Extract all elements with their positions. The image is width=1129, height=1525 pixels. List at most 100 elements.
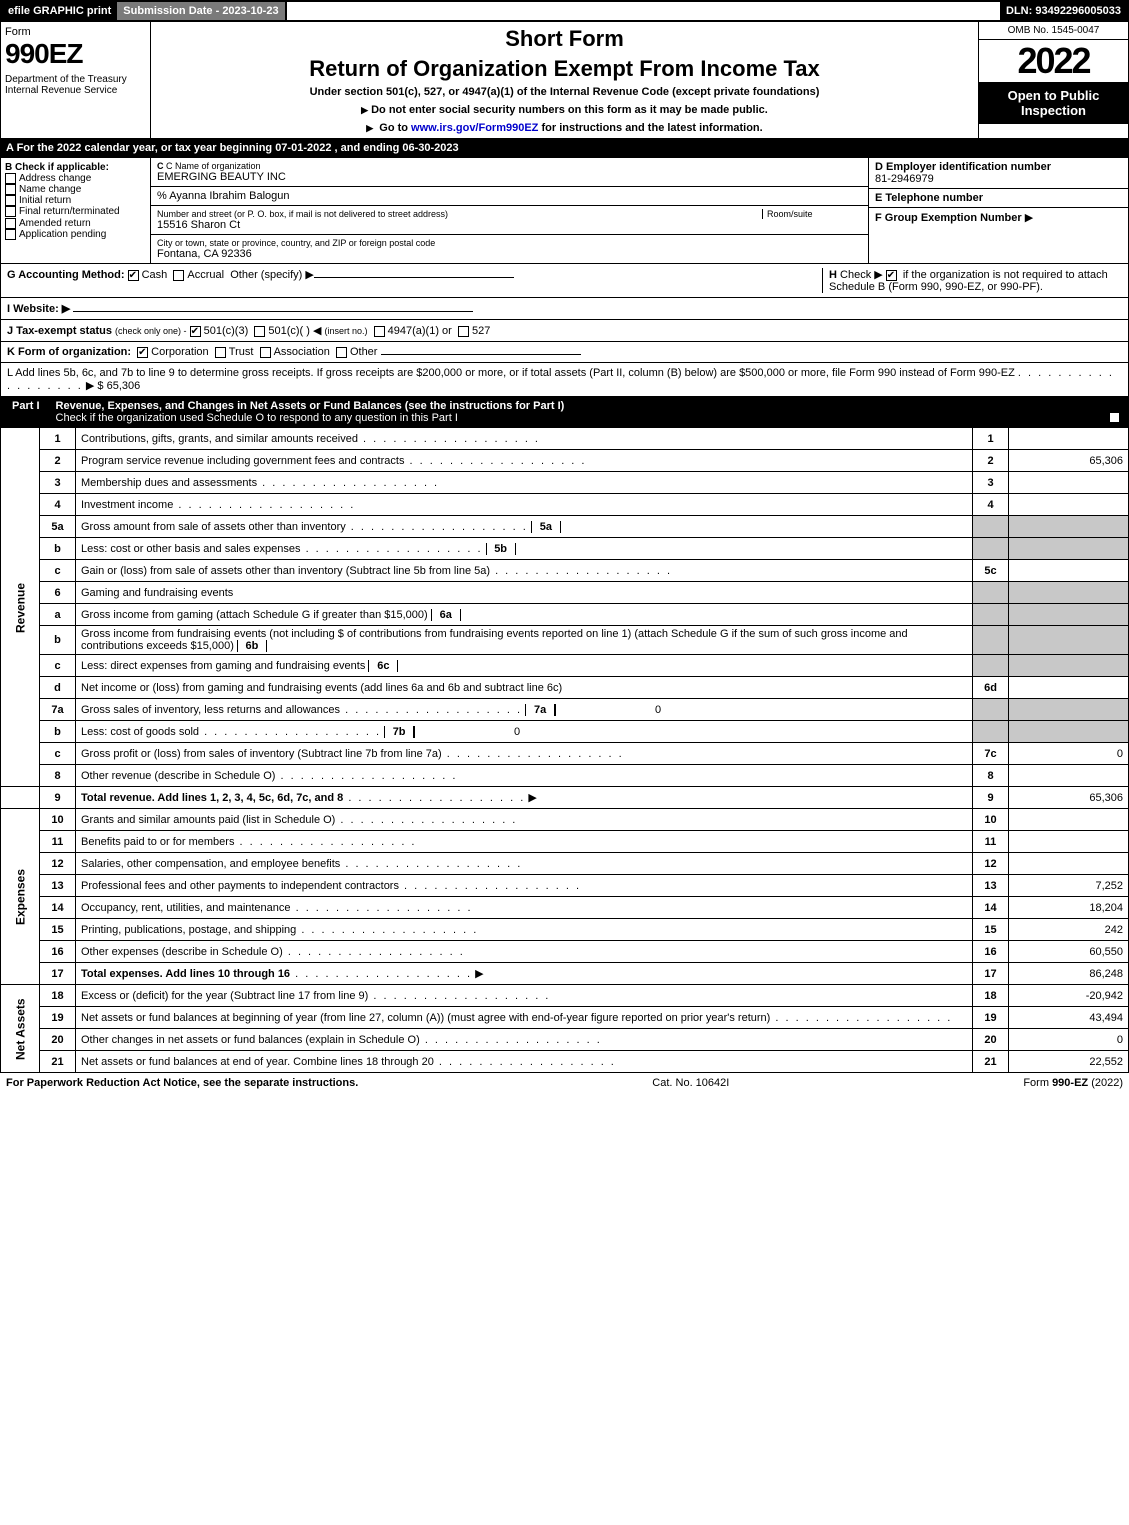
dots-icon (343, 792, 525, 804)
line-no: 14 (40, 897, 76, 919)
section-h: H Check ▶ if the organization is not req… (822, 268, 1122, 293)
section-c: C C Name of organization EMERGING BEAUTY… (151, 158, 868, 263)
checkbox-icon[interactable] (336, 347, 347, 358)
line-desc: Other changes in net assets or fund bala… (76, 1029, 973, 1051)
section-j: J Tax-exempt status (check only one) - 5… (0, 320, 1129, 342)
line-amount: 22,552 (1009, 1051, 1129, 1073)
line-desc: Program service revenue including govern… (76, 450, 973, 472)
line-no: b (40, 721, 76, 743)
checkbox-checked-icon[interactable] (137, 347, 148, 358)
shaded-cell (1009, 582, 1129, 604)
checkbox-checked-icon[interactable] (1109, 412, 1120, 423)
table-row: 12 Salaries, other compensation, and emp… (1, 853, 1129, 875)
dots-icon (340, 704, 522, 716)
table-row: 13 Professional fees and other payments … (1, 875, 1129, 897)
table-row: 4 Investment income 4 (1, 494, 1129, 516)
table-row: 17 Total expenses. Add lines 10 through … (1, 963, 1129, 985)
desc-text: Gross income from gaming (attach Schedul… (81, 609, 428, 621)
line-no: 1 (40, 428, 76, 450)
b-item[interactable]: Initial return (5, 195, 146, 206)
checkbox-icon[interactable] (5, 218, 16, 229)
b-label: Application pending (19, 229, 106, 240)
b-label: Address change (19, 173, 91, 184)
other-org-input[interactable] (381, 354, 581, 355)
table-row: b Less: cost of goods sold 7b0 (1, 721, 1129, 743)
checkbox-icon[interactable] (173, 270, 184, 281)
top-bar: efile GRAPHIC print Submission Date - 20… (0, 0, 1129, 22)
line-no: c (40, 743, 76, 765)
shaded-cell (1009, 655, 1129, 677)
line-no: b (40, 626, 76, 655)
line-box: 15 (973, 919, 1009, 941)
b-item[interactable]: Application pending (5, 229, 146, 240)
c-careof: % Ayanna Ibrahim Balogun (151, 187, 868, 206)
line-no: 11 (40, 831, 76, 853)
checkbox-icon[interactable] (5, 206, 16, 217)
inline-box: 7a (525, 704, 555, 716)
header-right: OMB No. 1545-0047 2022 Open to Public In… (978, 22, 1128, 138)
desc-text: Contributions, gifts, grants, and simila… (81, 433, 358, 445)
dots-icon (368, 990, 550, 1002)
other-input[interactable] (314, 277, 514, 278)
ein-value: 81-2946979 (875, 173, 1122, 185)
b-item[interactable]: Amended return (5, 218, 146, 229)
checkbox-checked-icon[interactable] (128, 270, 139, 281)
g-other: Other (specify) (230, 269, 302, 281)
checkbox-icon[interactable] (5, 195, 16, 206)
line-amount (1009, 765, 1129, 787)
checkbox-icon[interactable] (5, 173, 16, 184)
header: Form 990EZ Department of the Treasury In… (0, 22, 1129, 139)
row-gh: G Accounting Method: Cash Accrual Other … (0, 264, 1129, 298)
line-desc: Grants and similar amounts paid (list in… (76, 809, 973, 831)
checkbox-icon[interactable] (458, 326, 469, 337)
line-no: 3 (40, 472, 76, 494)
line-no: 9 (40, 787, 76, 809)
checkbox-icon[interactable] (260, 347, 271, 358)
line-desc: Less: cost or other basis and sales expe… (76, 538, 973, 560)
shaded-cell (973, 604, 1009, 626)
line-no: 6 (40, 582, 76, 604)
dots-icon (301, 543, 483, 555)
dots-icon (296, 924, 478, 936)
line-desc: Excess or (deficit) for the year (Subtra… (76, 985, 973, 1007)
line-amount (1009, 831, 1129, 853)
checkbox-icon[interactable] (374, 326, 385, 337)
line-box: 21 (973, 1051, 1009, 1073)
f-label: F Group Exemption Number (875, 212, 1022, 224)
desc-text: Excess or (deficit) for the year (Subtra… (81, 990, 368, 1002)
checkbox-icon[interactable] (5, 229, 16, 240)
checkbox-icon[interactable] (5, 184, 16, 195)
desc-text: Membership dues and assessments (81, 477, 257, 489)
c-city-block: City or town, state or province, country… (151, 235, 868, 263)
website-input[interactable] (73, 311, 473, 312)
line-no: 4 (40, 494, 76, 516)
line-box: 18 (973, 985, 1009, 1007)
b-item[interactable]: Final return/terminated (5, 206, 146, 217)
line-no: 13 (40, 875, 76, 897)
shaded-cell (1009, 626, 1129, 655)
part-title: Revenue, Expenses, and Changes in Net As… (56, 400, 1123, 424)
b-item[interactable]: Address change (5, 173, 146, 184)
part-title-text: Revenue, Expenses, and Changes in Net As… (56, 400, 565, 412)
table-row: 14 Occupancy, rent, utilities, and maint… (1, 897, 1129, 919)
block-bcdef: B Check if applicable: Address change Na… (0, 157, 1129, 264)
b-label: Initial return (19, 195, 71, 206)
irs-link[interactable]: www.irs.gov/Form990EZ (411, 122, 538, 134)
line-desc: Benefits paid to or for members (76, 831, 973, 853)
line-desc: Printing, publications, postage, and shi… (76, 919, 973, 941)
section-d: D Employer identification number 81-2946… (869, 158, 1128, 189)
g-label: G Accounting Method: (7, 269, 125, 281)
efile-label[interactable]: efile GRAPHIC print (2, 2, 117, 20)
checkbox-checked-icon[interactable] (190, 326, 201, 337)
checkbox-icon[interactable] (254, 326, 265, 337)
b-item[interactable]: Name change (5, 184, 146, 195)
footer-right-pre: Form (1023, 1077, 1052, 1089)
instr2-pre: Go to (379, 122, 411, 134)
dots-icon (420, 1034, 602, 1046)
line-box: 20 (973, 1029, 1009, 1051)
checkbox-checked-icon[interactable] (886, 270, 897, 281)
omb-number: OMB No. 1545-0047 (979, 22, 1128, 40)
checkbox-icon[interactable] (215, 347, 226, 358)
line-no: d (40, 677, 76, 699)
line-desc: Gross amount from sale of assets other t… (76, 516, 973, 538)
